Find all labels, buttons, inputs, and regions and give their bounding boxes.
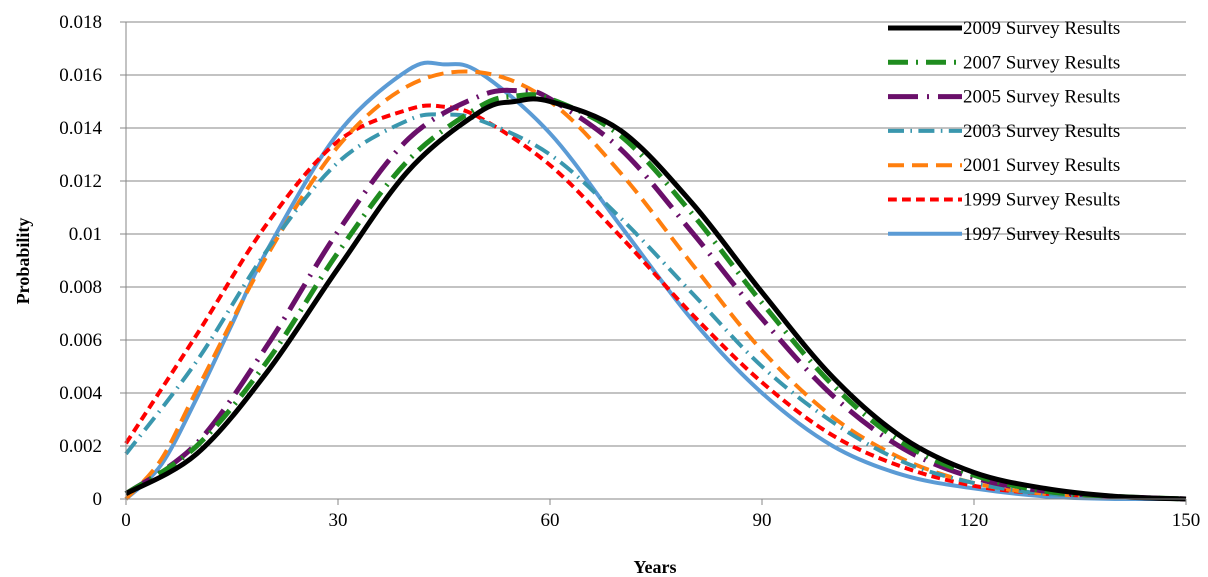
legend-label-2: 2005 Survey Results [963, 87, 1120, 108]
legend-label-4: 2001 Survey Results [963, 155, 1120, 176]
y-tick-label-8: 0.016 [59, 65, 102, 86]
x-tick-label-4: 120 [960, 510, 989, 531]
legend-label-1: 2007 Survey Results [963, 52, 1120, 73]
legend-label-6: 1997 Survey Results [963, 224, 1120, 245]
x-tick-label-2: 60 [541, 510, 560, 531]
axes [120, 21, 1187, 505]
y-tick-label-0: 0 [93, 489, 103, 510]
y-tick-label-4: 0.008 [59, 277, 102, 298]
x-tick-label-0: 0 [121, 510, 131, 531]
x-tick-label-5: 150 [1172, 510, 1201, 531]
y-tick-label-6: 0.012 [59, 171, 102, 192]
x-axis-title: Years [634, 557, 677, 577]
legend-label-5: 1999 Survey Results [963, 190, 1120, 211]
y-tick-label-7: 0.014 [59, 118, 102, 139]
x-tick-label-3: 90 [753, 510, 772, 531]
y-tick-label-3: 0.006 [59, 330, 102, 351]
legend-label-3: 2003 Survey Results [963, 121, 1120, 142]
series-line-4 [124, 69, 1187, 501]
series-lines [124, 60, 1187, 502]
series-line-5 [124, 103, 1187, 501]
series-line-0 [124, 96, 1187, 502]
series-line-3 [124, 112, 1187, 501]
x-tick-label-1: 30 [329, 510, 348, 531]
y-tick-label-2: 0.004 [59, 383, 102, 404]
series-line-6 [124, 60, 1186, 502]
y-tick-label-1: 0.002 [59, 436, 102, 457]
y-tick-label-5: 0.01 [69, 224, 102, 245]
legend-label-0: 2009 Survey Results [963, 18, 1120, 39]
tick-labels: 0 30 60 90 120 150 0 0.002 0.004 0.006 0.008 0.01 0.… [59, 12, 1200, 531]
y-tick-label-9: 0.018 [59, 12, 102, 33]
legend: 2009 Survey Results 2007 Survey Results 20… [888, 18, 1120, 245]
y-axis-title: Probability [13, 218, 33, 305]
series-line-2 [124, 87, 1187, 502]
